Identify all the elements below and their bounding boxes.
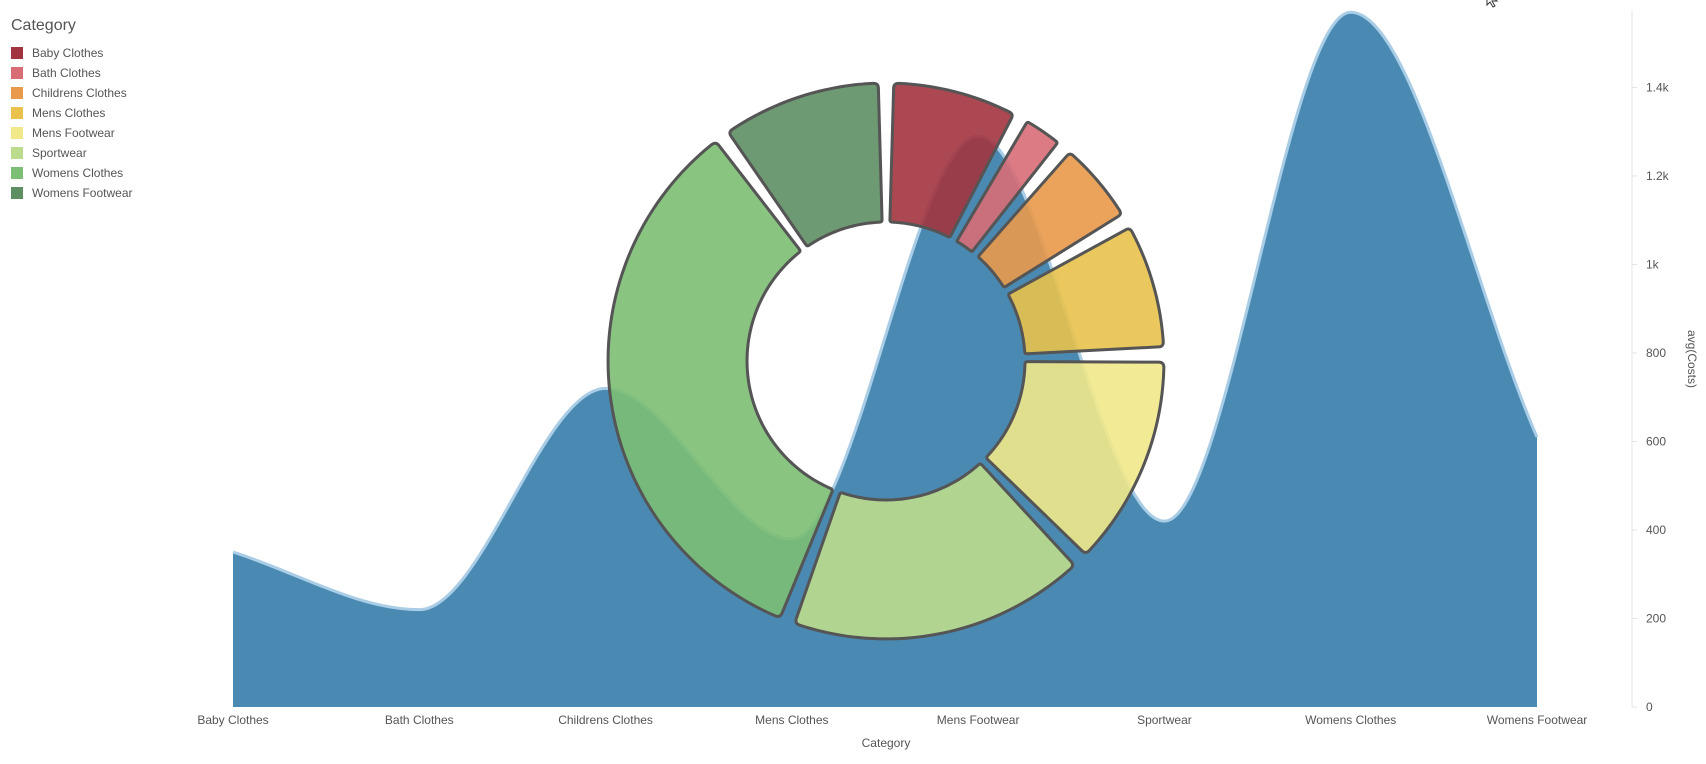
area-point[interactable]	[417, 608, 421, 612]
legend-label: Childrens Clothes	[32, 86, 127, 100]
area-point[interactable]	[1535, 435, 1539, 439]
legend-item[interactable]: Mens Clothes	[11, 103, 132, 123]
axis-layer: 0 200 400 600 800 1k 1.2k 1.4k Baby Clothes Bath …	[197, 10, 1699, 750]
legend-item[interactable]: Sportwear	[11, 143, 132, 163]
x-tick-label: Womens Clothes	[1305, 713, 1396, 727]
area-point[interactable]	[1349, 10, 1353, 14]
legend-swatch	[11, 87, 23, 99]
y-axis-title: avg(Costs)	[1685, 330, 1699, 388]
legend-swatch	[11, 107, 23, 119]
area-point[interactable]	[231, 550, 235, 554]
legend-swatch	[11, 147, 23, 159]
legend-title: Category	[11, 17, 76, 34]
y-tick-label: 800	[1646, 346, 1666, 360]
mouse-pointer-icon	[1486, 0, 1500, 13]
donut-slice-mens-footwear[interactable]	[985, 360, 1166, 554]
y-tick-label: 400	[1646, 523, 1666, 537]
donut-slice-bath-clothes[interactable]	[955, 120, 1059, 253]
legend-label: Womens Footwear	[32, 186, 133, 200]
y-tick-label: 1k	[1646, 257, 1660, 271]
y-tick-label: 1.2k	[1646, 169, 1670, 183]
x-tick-label: Baby Clothes	[197, 713, 268, 727]
legend-items: Baby Clothes Bath Clothes Childrens Clothe…	[11, 43, 132, 203]
legend-item[interactable]: Womens Clothes	[11, 163, 132, 183]
x-tick-label: Childrens Clothes	[558, 713, 653, 727]
y-tick-label: 600	[1646, 434, 1666, 448]
legend-item[interactable]: Womens Footwear	[11, 183, 132, 203]
donut-slice-sportwear[interactable]	[794, 462, 1075, 641]
legend-item[interactable]: Bath Clothes	[11, 63, 132, 83]
area-fill	[233, 12, 1537, 707]
x-axis-title: Category	[862, 736, 911, 750]
y-tick-label: 0	[1646, 700, 1653, 714]
legend-item[interactable]: Childrens Clothes	[11, 83, 132, 103]
donut-slice-mens-clothes[interactable]	[1007, 227, 1165, 356]
y-tick-label: 200	[1646, 611, 1666, 625]
legend-swatch	[11, 187, 23, 199]
legend-swatch	[11, 167, 23, 179]
legend-swatch	[11, 67, 23, 79]
x-tick-label: Sportwear	[1137, 713, 1192, 727]
donut-slice-womens-footwear[interactable]	[728, 81, 884, 248]
legend-swatch	[11, 47, 23, 59]
legend-label: Baby Clothes	[32, 46, 104, 60]
area-point[interactable]	[1162, 519, 1166, 523]
legend-swatch	[11, 127, 23, 139]
donut-slice-childrens-clothes[interactable]	[977, 152, 1122, 289]
legend-label: Womens Clothes	[32, 166, 124, 180]
legend-label: Bath Clothes	[32, 66, 101, 80]
x-tick-label: Womens Footwear	[1487, 713, 1587, 727]
legend-item[interactable]: Baby Clothes	[11, 43, 132, 63]
x-tick-label: Mens Footwear	[937, 713, 1020, 727]
legend-label: Mens Clothes	[32, 106, 106, 120]
x-tick-label: Bath Clothes	[385, 713, 454, 727]
legend-item[interactable]: Mens Footwear	[11, 123, 132, 143]
area-point[interactable]	[604, 386, 608, 390]
legend: Category Baby Clothes Bath Clothes Childre…	[11, 17, 132, 203]
donut-layer	[606, 81, 1166, 641]
x-tick-label: Mens Clothes	[755, 713, 828, 727]
legend-label: Sportwear	[32, 146, 87, 160]
y-tick-label: 1.4k	[1646, 80, 1670, 94]
donut-slice-womens-clothes[interactable]	[606, 141, 834, 618]
donut-slice-baby-clothes[interactable]	[888, 81, 1014, 239]
legend-label: Mens Footwear	[32, 126, 115, 140]
